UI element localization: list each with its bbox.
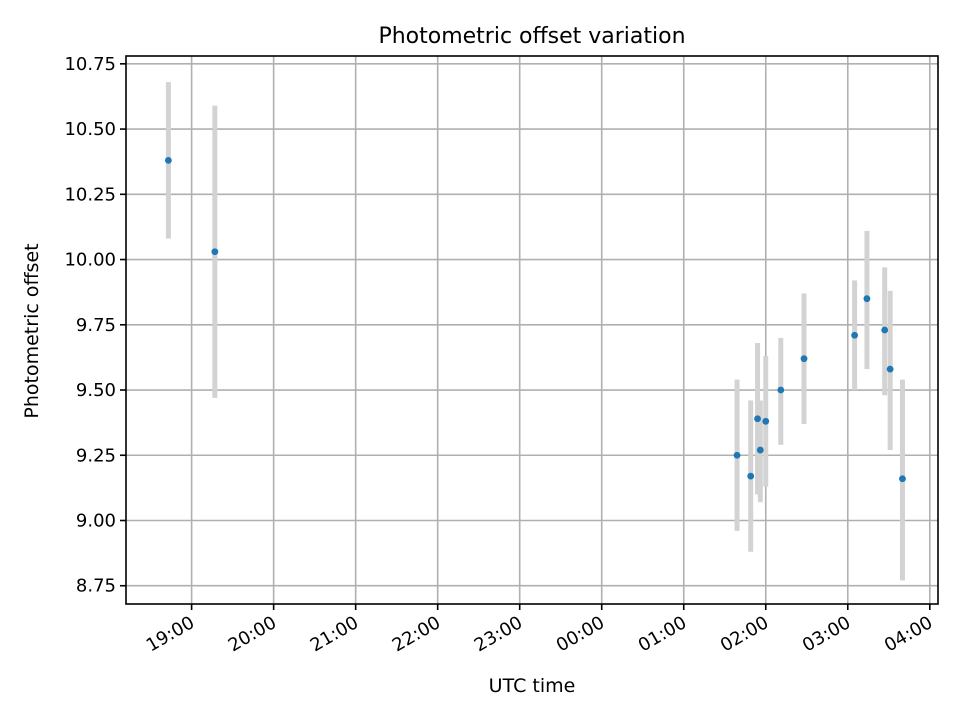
data-point — [777, 386, 785, 394]
y-tick-label: 8.75 — [76, 576, 116, 597]
y-tick-label: 10.00 — [64, 250, 116, 271]
data-point — [164, 156, 172, 164]
data-point — [881, 326, 889, 334]
data-point — [747, 472, 755, 480]
x-tick-label: 20:00 — [225, 612, 280, 656]
data-point — [886, 365, 894, 373]
error-bars — [165, 82, 905, 581]
data-point — [211, 248, 219, 256]
y-tick-label: 9.00 — [76, 510, 116, 531]
x-tick-label: 23:00 — [471, 612, 526, 656]
y-tick-label: 9.75 — [76, 315, 116, 336]
y-tick-label: 10.50 — [64, 119, 116, 140]
x-tick-label: 02:00 — [717, 612, 772, 656]
x-axis-label: UTC time — [489, 675, 576, 697]
x-tick-label: 04:00 — [881, 612, 936, 656]
y-tick-label: 10.75 — [64, 54, 116, 75]
data-point — [754, 415, 761, 423]
x-axis-ticks: 19:00 20:00 21:00 22:00 23:00 00:00 01:00 02:00… — [143, 604, 936, 656]
data-point — [733, 451, 741, 459]
data-point — [863, 295, 871, 303]
x-tick-label: 19:00 — [143, 612, 198, 656]
data-point — [762, 417, 770, 425]
data-point — [899, 475, 906, 483]
plot-frame — [125, 55, 939, 605]
y-axis-label: Photometric offset — [21, 243, 43, 418]
y-tick-label: 9.25 — [76, 445, 116, 466]
x-tick-label: 21:00 — [307, 612, 362, 656]
x-tick-label: 22:00 — [389, 612, 444, 656]
chart-title: Photometric offset variation — [378, 24, 685, 49]
y-axis-ticks: 8.75 9.00 9.25 9.50 9.75 10.00 10.25 10.50 10.75 — [64, 54, 126, 597]
data-point — [851, 331, 859, 339]
x-tick-label: 03:00 — [799, 612, 854, 656]
data-points — [164, 156, 906, 483]
x-tick-label: 00:00 — [553, 612, 608, 656]
x-tick-label: 01:00 — [635, 612, 690, 656]
data-point — [800, 355, 808, 363]
y-tick-label: 9.50 — [76, 380, 116, 401]
grid-lines — [126, 56, 938, 604]
y-tick-label: 10.25 — [64, 184, 116, 205]
data-point — [756, 446, 764, 454]
